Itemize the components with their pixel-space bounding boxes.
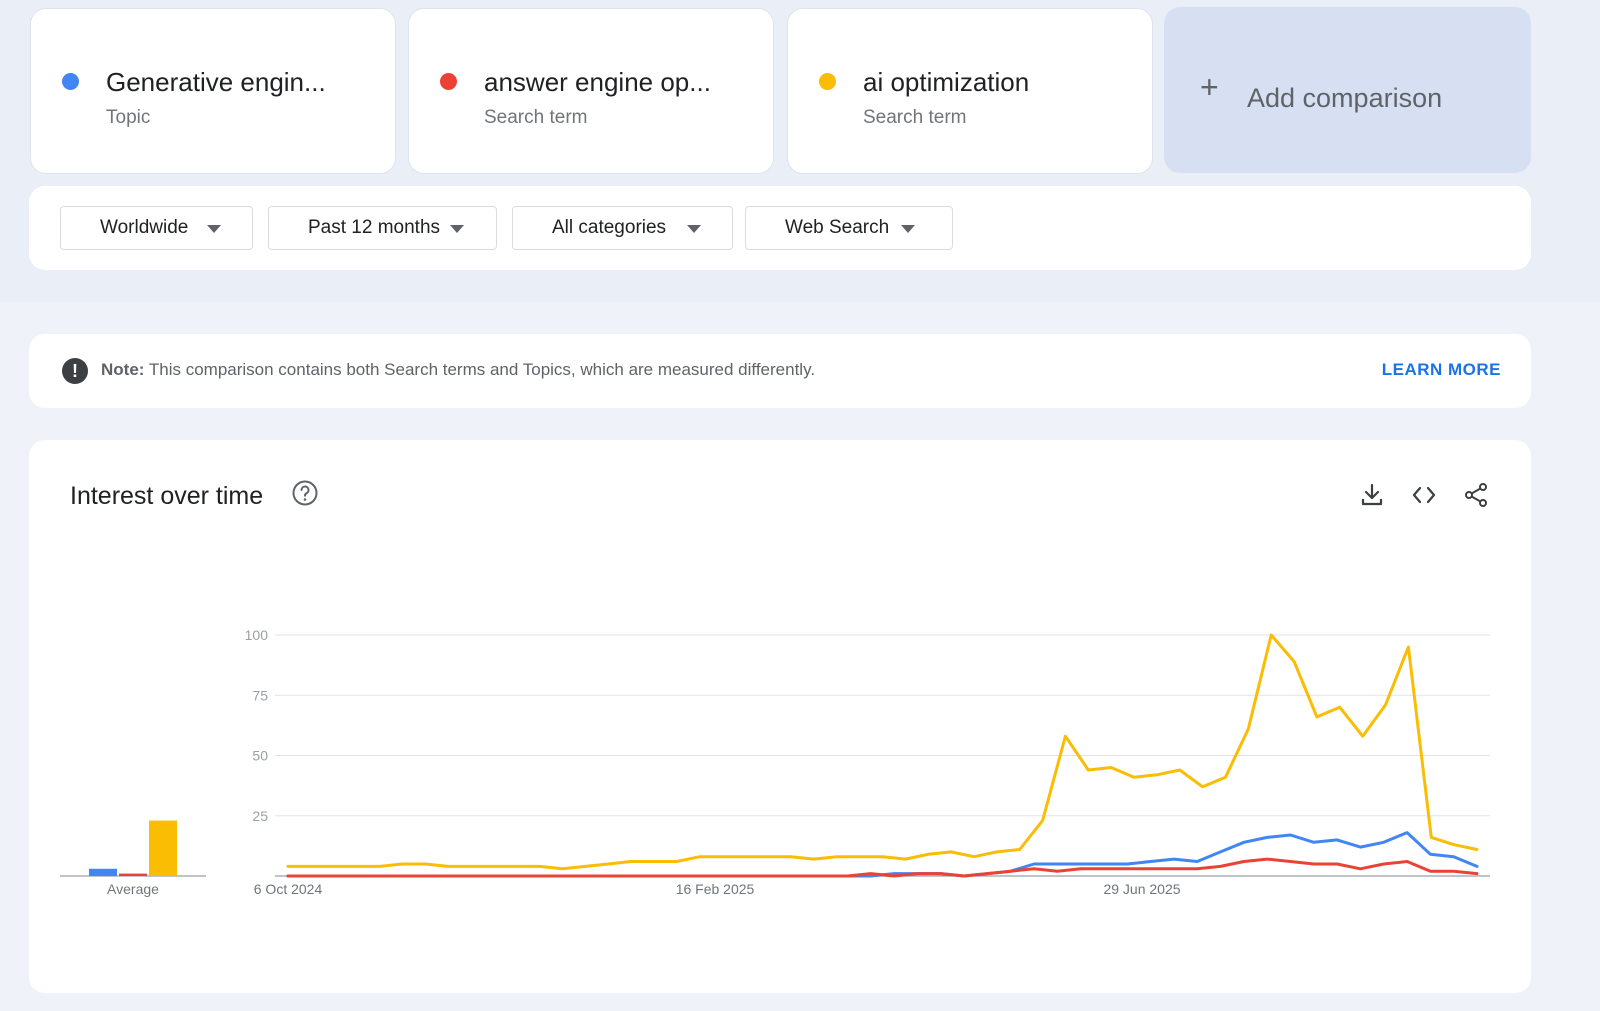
region-value: Worldwide (100, 217, 189, 238)
search-type-value: Web Search (785, 217, 890, 238)
comparison-card-3[interactable]: ai optimization Search term (787, 8, 1153, 174)
comparison-card-1[interactable]: Generative engin... Topic (30, 8, 396, 174)
search-type-dropdown[interactable]: Web Search (745, 206, 953, 250)
comparison-term: Generative engin... (106, 67, 326, 97)
embed-icon[interactable] (1411, 482, 1437, 508)
category-dropdown[interactable]: All categories (512, 206, 733, 250)
dropdown-arrow-icon (450, 225, 464, 233)
dropdown-arrow-icon (901, 225, 915, 233)
period-value: Past 12 months (308, 217, 441, 238)
add-comparison-label: Add comparison (1247, 83, 1443, 113)
dropdown-arrow-icon (207, 225, 221, 233)
series-color-dot-icon (819, 73, 836, 90)
series-color-dot-icon (440, 73, 457, 90)
download-icon[interactable] (1359, 482, 1385, 508)
plus-icon: + (1200, 69, 1219, 105)
comparison-card-2[interactable]: answer engine op... Search term (408, 8, 774, 174)
note-body: This comparison contains both Search ter… (148, 360, 816, 379)
note-text: Note: This comparison contains both Sear… (101, 360, 815, 380)
comparison-term: answer engine op... (484, 67, 711, 97)
filter-bar: Worldwide Past 12 months All categories … (29, 186, 1531, 270)
dropdown-arrow-icon (687, 225, 701, 233)
comparison-kind: Search term (484, 107, 588, 128)
note-banner: ! Note: This comparison contains both Se… (29, 334, 1531, 408)
category-value: All categories (552, 217, 667, 238)
comparison-kind: Search term (863, 107, 967, 128)
interest-over-time-card: Interest over time (29, 440, 1531, 993)
series-color-dot-icon (62, 73, 79, 90)
period-dropdown[interactable]: Past 12 months (268, 206, 497, 250)
help-icon[interactable] (292, 480, 318, 506)
comparison-kind: Topic (106, 107, 151, 128)
learn-more-link[interactable]: LEARN MORE (1381, 360, 1501, 379)
add-comparison-button[interactable]: + Add comparison (1164, 7, 1531, 173)
chart-title: Interest over time (70, 482, 264, 510)
share-icon[interactable] (1463, 482, 1489, 508)
comparison-term: ai optimization (863, 67, 1030, 97)
note-prefix: Note: (101, 360, 145, 379)
region-dropdown[interactable]: Worldwide (60, 206, 253, 250)
exclamation-icon: ! (62, 358, 88, 384)
